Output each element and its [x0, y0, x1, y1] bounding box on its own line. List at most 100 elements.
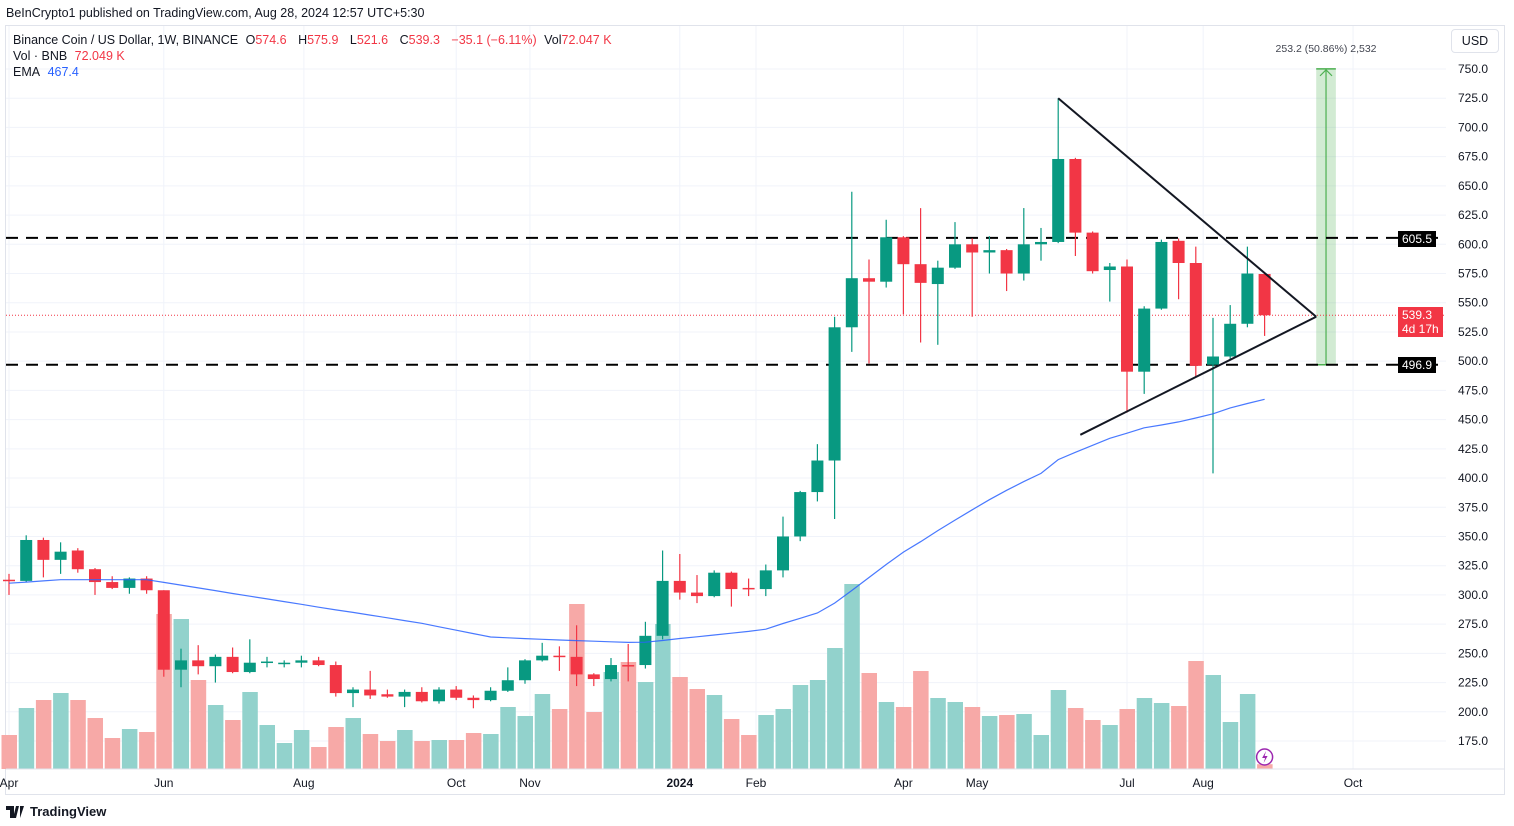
volume-bar — [225, 720, 241, 769]
candle-body — [175, 660, 187, 670]
candle-body — [1017, 244, 1030, 274]
volume-bar — [723, 719, 740, 769]
candle-body — [1121, 266, 1133, 372]
candle-body — [1207, 356, 1219, 365]
candle-body — [708, 572, 721, 597]
volume-bar — [637, 682, 654, 769]
trendline — [1057, 97, 1317, 318]
x-tick-label: May — [966, 776, 989, 790]
y-tick-label: 675.0 — [1458, 150, 1488, 164]
volume-bar — [1239, 694, 1256, 769]
volume-bar — [809, 680, 826, 769]
volume-bar — [1085, 720, 1101, 769]
candle-body — [1241, 273, 1254, 324]
candle-body — [123, 578, 136, 588]
candle-body — [1086, 232, 1099, 272]
y-tick-label: 375.0 — [1458, 500, 1488, 514]
y-tick-label: 450.0 — [1458, 413, 1488, 427]
volume-bar — [1257, 764, 1273, 769]
volume-series-value: 72.049 K — [74, 49, 125, 63]
candle-body — [1069, 158, 1082, 233]
y-tick-label: 425.0 — [1458, 442, 1488, 456]
candle-body — [1155, 241, 1168, 309]
candle-body — [777, 536, 789, 571]
volume-bar — [964, 707, 981, 769]
triangle-trendlines — [1057, 97, 1317, 436]
symbol-legend-row: Binance Coin / US Dollar, 1W, BINANCE O5… — [13, 32, 620, 48]
candle-body — [966, 244, 979, 253]
y-tick-label: 200.0 — [1458, 705, 1488, 719]
candle-body — [364, 689, 377, 696]
volume-bar — [1222, 722, 1239, 769]
y-tick-label: 250.0 — [1458, 646, 1488, 660]
volume-bar — [569, 604, 585, 769]
candle-body — [1224, 323, 1237, 357]
candle-body — [398, 691, 411, 697]
candle-body — [983, 250, 996, 253]
ema-value: 467.4 — [47, 65, 79, 79]
measure-label: 253.2 (50.86%) 2,532 — [1276, 43, 1377, 55]
volume-bar — [1016, 714, 1032, 769]
measure-arrow-head-icon — [1319, 69, 1333, 77]
y-tick-label: 650.0 — [1458, 179, 1488, 193]
y-tick-label: 300.0 — [1458, 588, 1488, 602]
x-tick-label: Apr — [0, 776, 18, 790]
candle-body — [828, 327, 841, 461]
candle-body — [209, 656, 222, 667]
candle-body — [415, 691, 428, 702]
volume-bar — [1136, 698, 1153, 769]
open-label: O — [245, 33, 256, 47]
volume-bar — [517, 716, 533, 769]
candle-body — [192, 660, 205, 667]
volume-bar — [448, 740, 465, 769]
x-tick-label: Oct — [447, 776, 466, 790]
volume-bars — [1, 584, 1274, 769]
y-tick-label: 550.0 — [1458, 296, 1488, 310]
volume-bar — [603, 672, 619, 769]
close-label: C — [399, 33, 409, 47]
ema-legend-row: EMA 467.4 — [13, 64, 620, 80]
volume-bar — [104, 738, 121, 769]
volume-bar — [397, 730, 413, 769]
level-badge-upper: 605.5 — [1398, 231, 1437, 247]
candle-body — [1172, 240, 1185, 264]
x-tick-label: Aug — [293, 776, 314, 790]
candle-body — [1103, 266, 1116, 271]
volume-bar — [620, 662, 637, 769]
volume-bar — [18, 708, 35, 769]
candle-body — [759, 570, 772, 590]
tradingview-logo[interactable]: TradingView — [6, 804, 106, 819]
level-badge-lower: 496.9 — [1398, 357, 1437, 373]
x-tick-label: Jul — [1119, 776, 1134, 790]
candle-body — [295, 660, 308, 663]
candle-body — [845, 278, 858, 328]
currency-button[interactable]: USD — [1451, 29, 1499, 53]
candle-body — [1000, 250, 1013, 274]
candle-body — [106, 582, 119, 588]
candle-body — [329, 665, 342, 694]
volume-bar — [1171, 706, 1187, 769]
symbol-title: Binance Coin / US Dollar, 1W, BINANCE — [13, 33, 239, 47]
volume-bar — [259, 725, 275, 769]
candle-body — [691, 592, 703, 597]
candle-body — [656, 580, 669, 636]
volume-bar — [689, 689, 705, 769]
last-price-badge: 539.3 4d 17h — [1398, 307, 1443, 337]
volume-bar — [1153, 703, 1170, 769]
lightning-icon — [1255, 748, 1274, 766]
candle-body — [261, 661, 273, 664]
volume-bar — [345, 718, 361, 769]
candle-body — [37, 539, 50, 560]
x-tick-label: Aug — [1192, 776, 1213, 790]
candle-body — [226, 656, 239, 673]
volume-bar — [741, 735, 757, 769]
volume-bar — [1205, 675, 1221, 769]
y-tick-label: 575.0 — [1458, 267, 1488, 281]
volume-bar — [242, 692, 258, 769]
volume-bar — [483, 734, 499, 769]
volume-bar — [947, 702, 963, 769]
candle-body — [811, 460, 824, 493]
candle-body — [519, 660, 531, 681]
candle-body — [553, 655, 566, 658]
